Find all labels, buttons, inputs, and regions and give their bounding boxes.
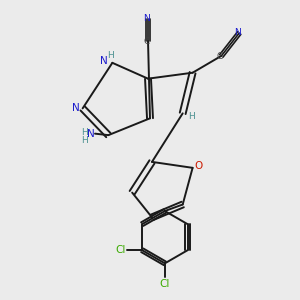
Text: N: N bbox=[234, 28, 241, 37]
Text: Cl: Cl bbox=[116, 245, 126, 255]
Text: H: H bbox=[107, 52, 114, 61]
Text: N: N bbox=[100, 56, 108, 66]
Text: H: H bbox=[81, 136, 87, 145]
Text: H: H bbox=[81, 128, 87, 137]
Text: N: N bbox=[72, 103, 80, 113]
Text: N: N bbox=[143, 14, 150, 23]
Text: C: C bbox=[143, 37, 150, 46]
Text: Cl: Cl bbox=[160, 279, 170, 289]
Text: C: C bbox=[217, 52, 223, 61]
Text: H: H bbox=[188, 112, 194, 121]
Text: N: N bbox=[87, 129, 94, 139]
Text: O: O bbox=[194, 161, 203, 171]
